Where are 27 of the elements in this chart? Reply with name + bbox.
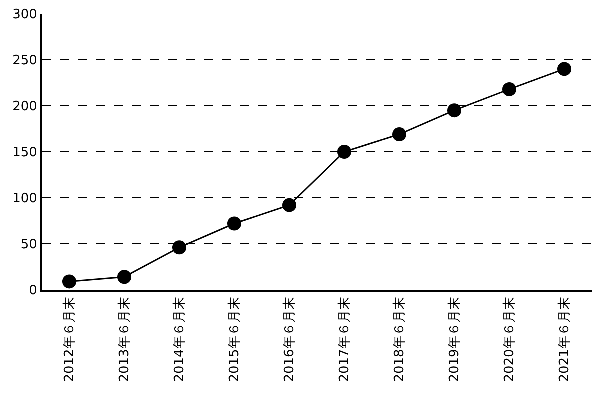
x-tick-label: 2020年６月末 — [502, 297, 518, 382]
point — [502, 82, 516, 96]
point — [338, 145, 352, 159]
x-tick-label: 2019年６月末 — [448, 297, 463, 382]
x-tick-label: 2013年６月末 — [118, 297, 133, 382]
x-tick-label: 2016年６月末 — [282, 297, 298, 382]
point — [282, 198, 296, 212]
y-tick-label: 200 — [12, 100, 38, 115]
y-tick-label: 50 — [20, 238, 38, 253]
point — [392, 128, 406, 142]
point — [448, 104, 462, 118]
point — [228, 216, 242, 231]
x-tick-label: 2021年６月末 — [558, 297, 573, 382]
y-tick-label: 100 — [12, 192, 38, 207]
x-tick-label: 2014年６月末 — [172, 297, 188, 382]
x-tick-label: 2018年６月末 — [392, 297, 408, 382]
point — [62, 274, 76, 289]
y-tick-label: 150 — [12, 146, 38, 161]
point — [172, 240, 186, 255]
y-tick-label: 0 — [29, 284, 38, 299]
point — [558, 62, 572, 76]
point — [118, 270, 132, 284]
y-tick-label: 250 — [12, 54, 38, 69]
x-tick-label: 2015年６月末 — [228, 297, 243, 382]
y-tick-label: 300 — [12, 8, 38, 23]
x-tick-label: 2017年６月末 — [338, 297, 353, 382]
x-tick-label: 2012年６月末 — [62, 297, 78, 382]
